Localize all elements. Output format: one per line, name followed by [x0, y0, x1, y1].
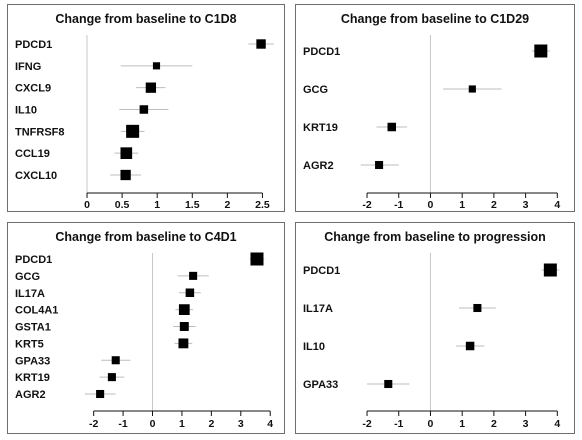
panel-c1d29: Change from baseline to C1D29 -2 -1 0 1 2 3 4 PD… [295, 4, 575, 212]
x-tick-label: 2.5 [255, 199, 270, 211]
x-tick-label: 2 [208, 418, 214, 430]
row-label: AGR2 [303, 160, 334, 172]
x-tick-label: 3 [523, 199, 529, 211]
panel-title: Change from baseline to C4D1 [55, 230, 236, 244]
forest-plot: Change from baseline to C1D29 -2 -1 0 1 2 3 4 PD… [303, 12, 560, 211]
row-label: PDCD1 [15, 254, 52, 266]
row-label: CXCL10 [15, 170, 57, 182]
row-label: GCG [303, 84, 328, 96]
row-label: IL17A [303, 303, 333, 315]
row-label: IL10 [15, 105, 37, 117]
row-label: AGR2 [15, 389, 46, 401]
x-tick-label: 1 [459, 199, 465, 211]
point-estimate [543, 263, 557, 277]
point-estimate [250, 252, 264, 266]
point-estimate [375, 160, 384, 170]
x-tick-label: -2 [362, 418, 371, 430]
point-estimate [384, 379, 393, 389]
row-label: GPA33 [15, 355, 50, 367]
point-estimate [179, 322, 189, 331]
row-label: PDCD1 [303, 265, 340, 277]
panel-c4d1: Change from baseline to C4D1 -2 -1 0 1 2 3 4 PDC… [7, 222, 285, 434]
x-tick-label: 4 [554, 418, 560, 430]
row-label: CXCL9 [15, 83, 51, 95]
row-label: KRT19 [15, 372, 50, 384]
point-estimate [185, 288, 195, 297]
x-tick-label: 1 [459, 418, 465, 430]
point-estimate [126, 124, 140, 138]
x-tick-label: 0 [84, 199, 90, 211]
x-tick-label: 2 [491, 418, 497, 430]
row-label: IL10 [303, 341, 325, 353]
x-tick-label: 3 [523, 418, 529, 430]
point-estimate [387, 122, 397, 132]
row-label: PDCD1 [15, 39, 52, 51]
point-estimate [111, 356, 120, 365]
panel-title: Change from baseline to C1D8 [55, 12, 236, 26]
row-label: IFNG [15, 61, 41, 73]
x-tick-label: 0 [150, 418, 156, 430]
point-estimate [139, 105, 149, 114]
x-tick-label: 1 [179, 418, 185, 430]
point-estimate [107, 373, 116, 382]
row-label: PDCD1 [303, 46, 340, 58]
panel-progression: Change from baseline to progression -2 -1 0… [295, 222, 575, 434]
x-tick-label: -1 [394, 199, 403, 211]
point-estimate [145, 82, 157, 93]
panel-title: Change from baseline to progression [324, 230, 546, 244]
x-tick-label: 1.5 [185, 199, 200, 211]
point-estimate [468, 85, 476, 93]
x-tick-label: 4 [267, 418, 273, 430]
x-tick-label: 0 [428, 418, 434, 430]
x-tick-label: 0.5 [115, 199, 130, 211]
point-estimate [120, 169, 131, 181]
panel-c1d8: Change from baseline to C1D8 0 0.5 1 1.5 2 2.5… [7, 4, 285, 212]
x-tick-label: -2 [89, 418, 98, 430]
point-estimate [96, 389, 105, 399]
forest-plot: Change from baseline to C4D1 -2 -1 0 1 2 3 4 PDC… [15, 230, 273, 430]
x-tick-label: 4 [554, 199, 560, 211]
row-label: GSTA1 [15, 322, 51, 334]
row-label: CCL19 [15, 148, 50, 160]
row-label: TNFRSF8 [15, 126, 65, 138]
point-estimate [178, 338, 189, 349]
row-label: COL4A1 [15, 305, 58, 317]
panel-title: Change from baseline to C1D29 [341, 12, 529, 26]
x-tick-label: 1 [154, 199, 160, 211]
x-tick-label: 0 [428, 199, 434, 211]
forest-plot: Change from baseline to progression -2 -1 0… [303, 230, 560, 430]
x-tick-label: 2 [224, 199, 230, 211]
row-label: KRT19 [303, 122, 338, 134]
x-tick-label: -2 [362, 199, 371, 211]
point-estimate [473, 303, 482, 313]
row-label: GCG [15, 271, 40, 283]
point-estimate [178, 304, 190, 315]
point-estimate [465, 341, 475, 351]
x-tick-label: 2 [491, 199, 497, 211]
point-estimate [189, 271, 198, 280]
x-tick-label: -1 [394, 418, 403, 430]
point-estimate [120, 147, 133, 159]
row-label: IL17A [15, 288, 45, 300]
point-estimate [256, 39, 266, 49]
row-label: KRT5 [15, 338, 44, 350]
forest-plot: Change from baseline to C1D8 0 0.5 1 1.5 2 2.5… [15, 12, 274, 211]
x-tick-label: -1 [118, 418, 127, 430]
x-tick-label: 3 [238, 418, 244, 430]
row-label: GPA33 [303, 379, 338, 391]
point-estimate [152, 62, 161, 70]
point-estimate [534, 44, 548, 58]
